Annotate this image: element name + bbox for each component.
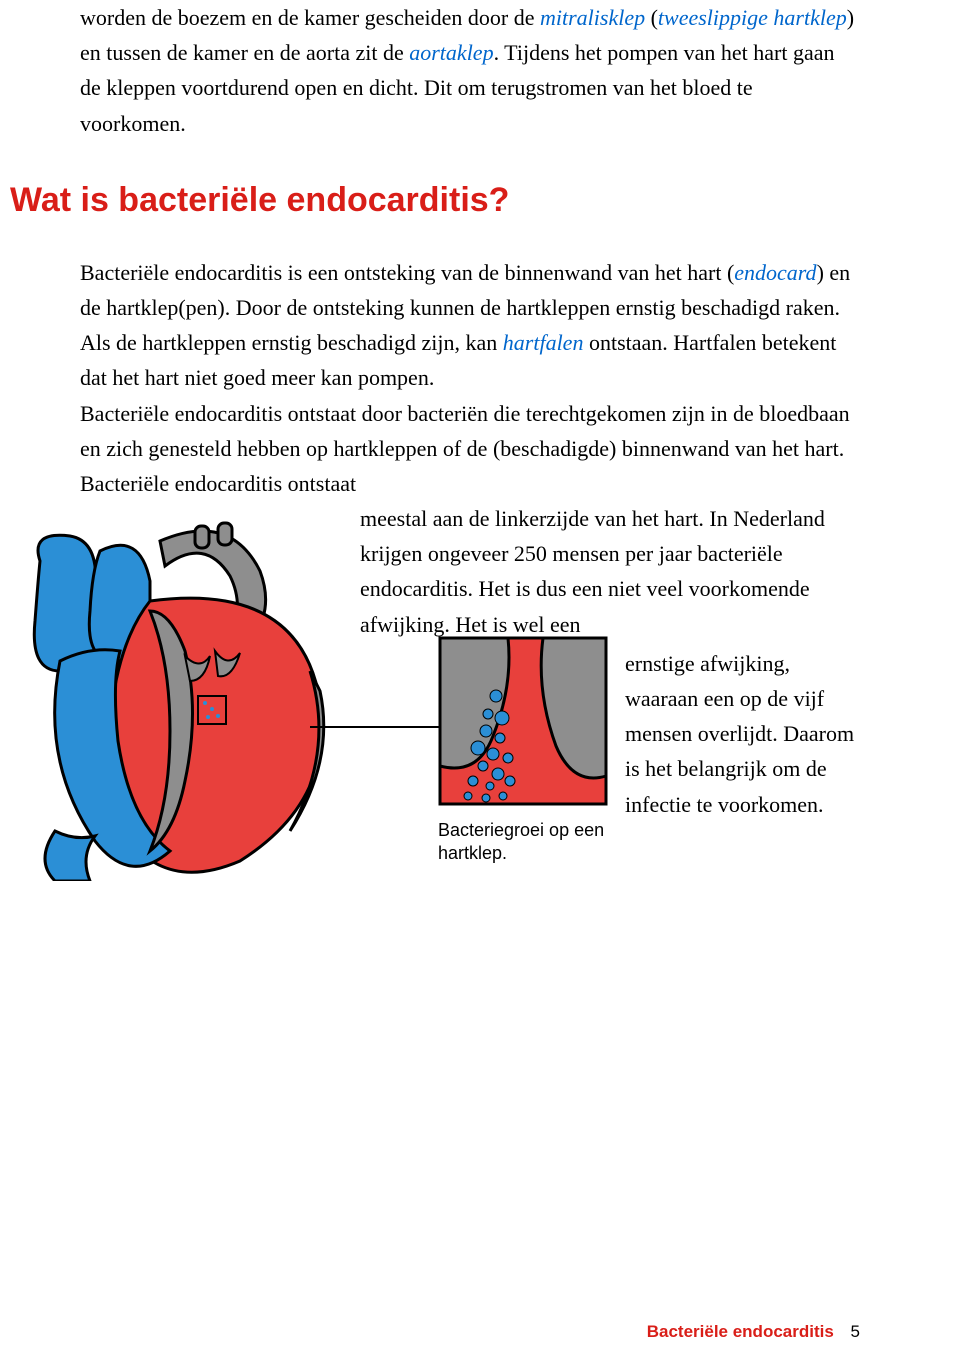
detail-illustration: Bacteriegroei op een hartklep. — [438, 636, 613, 866]
text: ( — [645, 5, 658, 30]
heart-illustration — [0, 521, 350, 881]
illustration-caption: Bacteriegroei op een hartklep. — [438, 819, 613, 866]
term-tweeslippige-hartklep: tweeslippige hartklep — [658, 5, 847, 30]
intro-paragraph: worden de boezem en de kamer gescheiden … — [80, 0, 860, 141]
term-mitralisklep: mitralisklep — [540, 5, 645, 30]
footer-title: Bacteriële endocarditis — [647, 1322, 834, 1341]
wrap-text-beside-heart: meestal aan de linkerzijde van het hart.… — [360, 501, 860, 642]
page-footer: Bacteriële endocarditis 5 — [647, 1322, 860, 1342]
section-heading: Wat is bacteriële endocarditis? — [0, 181, 860, 220]
wrap-text-beside-detail: ernstige afwijking, waaraan een op de vi… — [625, 646, 860, 822]
text: Bacteriële endocarditis is een ontstekin… — [80, 260, 734, 285]
callout-connector-line — [310, 726, 440, 728]
term-endocard: endocard — [734, 260, 816, 285]
text: worden de boezem en de kamer gescheiden … — [80, 5, 540, 30]
term-hartfalen: hartfalen — [503, 330, 584, 355]
body-paragraph-2: Bacteriële endocarditis ontstaat door ba… — [80, 396, 860, 502]
body-paragraph-1: Bacteriële endocarditis is een ontstekin… — [80, 255, 860, 396]
page-number: 5 — [851, 1322, 860, 1341]
term-aortaklep: aortaklep — [409, 40, 493, 65]
